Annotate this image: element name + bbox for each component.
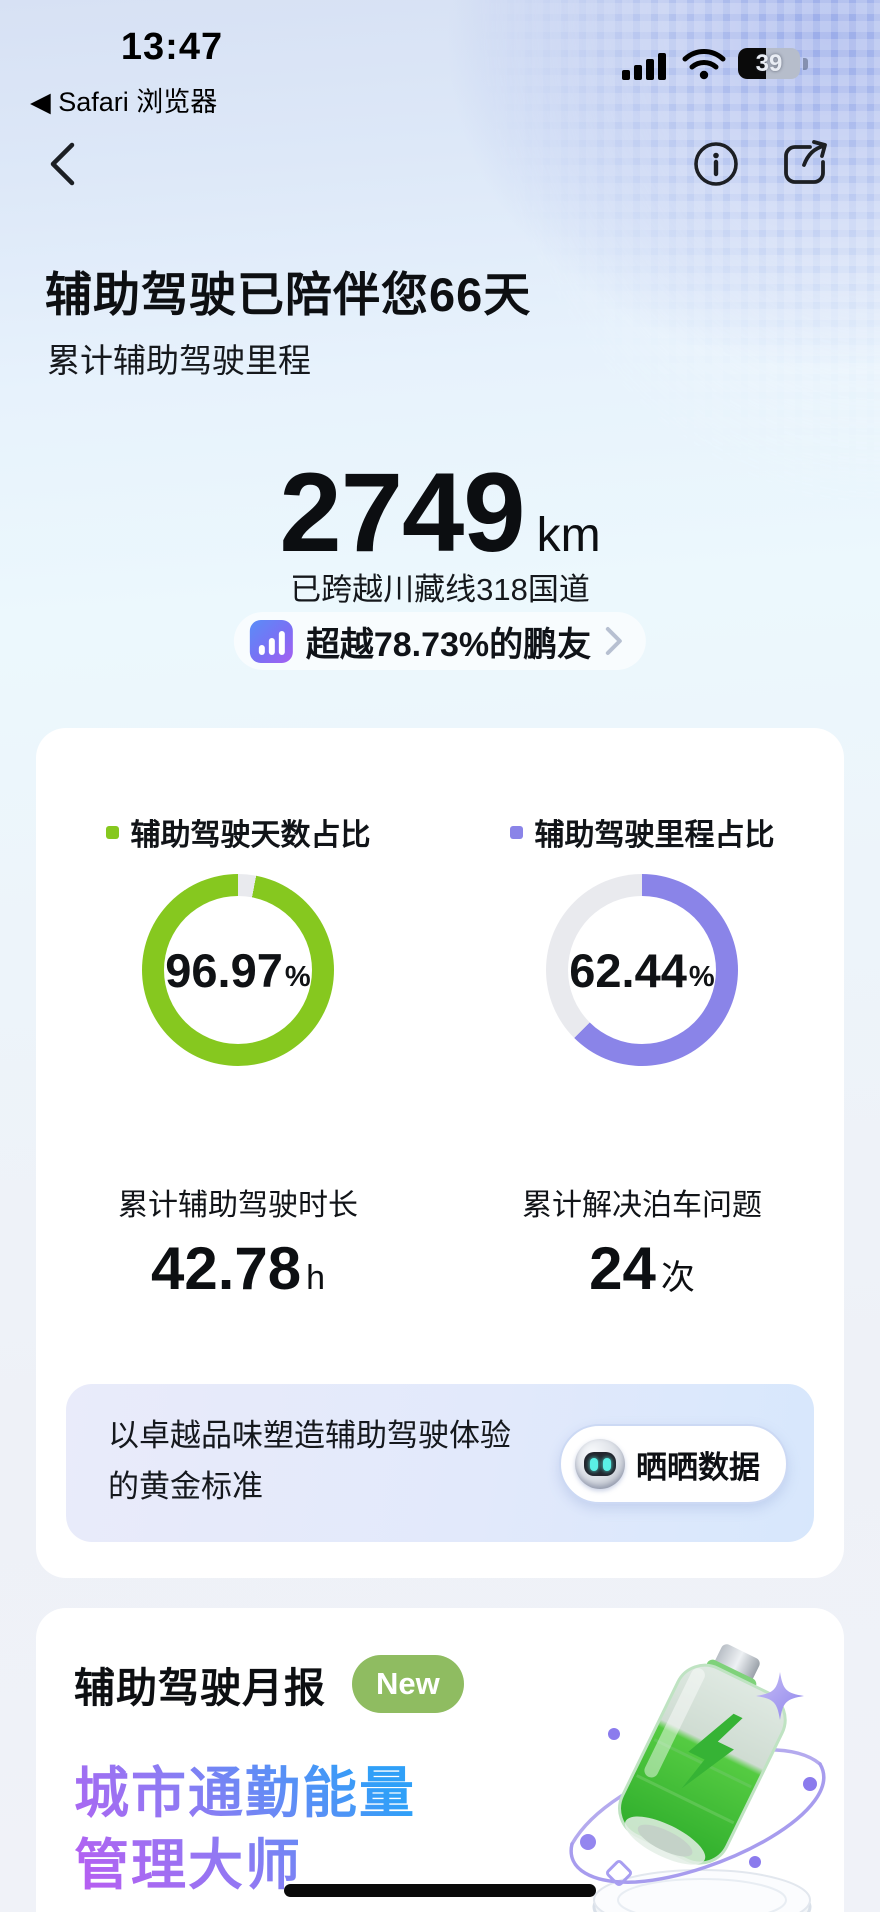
legend-label: 辅助驾驶天数占比: [130, 819, 371, 852]
status-time: 13:47: [120, 26, 224, 68]
battery-nub: [803, 58, 808, 70]
legend-days: 辅助驾驶天数占比: [105, 810, 371, 854]
donut-chart-days: 96.97 %: [142, 874, 334, 1066]
donut-unit: %: [688, 960, 715, 993]
metric-parking: 累计解决泊车问题 24 次: [522, 1180, 762, 1303]
legend-mileage: 辅助驾驶里程占比: [509, 810, 775, 854]
bar-chart-icon: [249, 619, 293, 663]
share-data-button-label: 晒晒数据: [636, 1449, 760, 1485]
return-to-safari-link[interactable]: ◀ Safari 浏览器: [30, 87, 218, 117]
share-button[interactable]: [780, 138, 830, 188]
battery-illustration: [569, 1644, 826, 1912]
donut-value: 62.44: [569, 943, 687, 997]
battery-icon: 39: [738, 48, 800, 79]
metric-value: 42.78: [150, 1235, 302, 1302]
slogan-banner: 以卓越品味塑造辅助驾驶体验 的黄金标准 晒晒数据: [66, 1384, 814, 1542]
distance-caption: 累计辅助驾驶里程: [47, 342, 311, 379]
robot-icon: [575, 1439, 625, 1489]
metric-label: 累计辅助驾驶时长: [118, 1189, 358, 1222]
home-indicator[interactable]: [284, 1884, 596, 1897]
report-title: 辅助驾驶月报: [74, 1665, 326, 1711]
rank-badge-label: 超越78.73%的鹏友: [305, 625, 592, 664]
share-data-button[interactable]: 晒晒数据: [559, 1424, 788, 1504]
report-headline: 城市通勤能量 管理大师: [74, 1758, 416, 1901]
metric-label: 累计解决泊车问题: [522, 1189, 762, 1222]
metric-unit: h: [306, 1259, 326, 1297]
back-button[interactable]: [46, 140, 80, 188]
distance-unit: km: [536, 509, 601, 562]
milestone-text: 已跨越川藏线318国道: [290, 572, 590, 607]
legend-label: 辅助驾驶里程占比: [534, 819, 775, 852]
wifi-icon: [682, 49, 726, 80]
rank-badge[interactable]: 超越78.73%的鹏友: [233, 612, 647, 670]
battery-percent: 39: [755, 49, 783, 77]
legend-bullet-purple: [509, 825, 523, 839]
stats-card: 辅助驾驶天数占比 辅助驾驶里程占比 96.97 %: [36, 728, 844, 1578]
monthly-report-card[interactable]: 辅助驾驶月报 New 城市通勤能量 管理大师: [36, 1608, 844, 1912]
legend-bullet-green: [105, 825, 119, 839]
donut-chart-mileage: 62.44 %: [546, 874, 738, 1066]
donut-value: 96.97: [165, 943, 283, 997]
page-title: 辅助驾驶已陪伴您66天: [45, 268, 532, 321]
distance-value: 2749: [279, 450, 525, 575]
cellular-signal-icon: [622, 50, 670, 80]
new-badge: New: [352, 1655, 464, 1713]
total-distance: 2749 km: [0, 448, 880, 577]
metric-unit: 次: [660, 1259, 695, 1297]
slogan-text: 以卓越品味塑造辅助驾驶体验 的黄金标准: [108, 1418, 511, 1505]
info-button[interactable]: [692, 140, 740, 188]
chevron-right-icon: [606, 627, 623, 655]
donut-unit: %: [284, 960, 311, 993]
metric-duration: 累计辅助驾驶时长 42.78 h: [118, 1180, 358, 1303]
metric-value: 24: [589, 1235, 656, 1302]
